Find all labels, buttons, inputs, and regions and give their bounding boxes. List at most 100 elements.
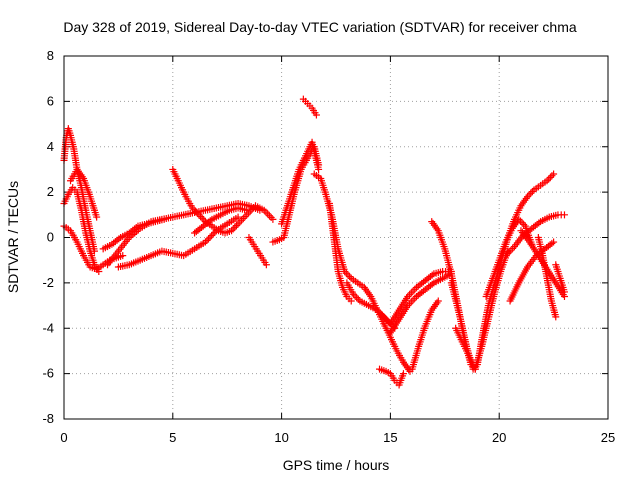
data-point-fill — [545, 175, 553, 183]
data-point — [93, 213, 101, 221]
data-point-fill — [407, 298, 415, 306]
data-point-fill — [546, 173, 554, 181]
data-point-fill — [407, 289, 415, 297]
data-point — [399, 370, 407, 378]
y-tick-label: -6 — [42, 366, 54, 381]
data-point — [201, 238, 209, 246]
series-trace-24 — [482, 215, 536, 300]
data-point — [560, 288, 568, 296]
data-point — [160, 215, 168, 223]
y-tick-label: -4 — [42, 320, 54, 335]
x-tick-label: 5 — [169, 430, 176, 445]
y-tick-label: -8 — [42, 411, 54, 426]
y-tick-label: 4 — [47, 139, 54, 154]
data-point-fill — [205, 235, 213, 243]
data-point-fill — [206, 233, 214, 241]
data-point-fill — [229, 225, 237, 233]
data-point-fill — [409, 296, 417, 304]
data-point-fill — [342, 269, 350, 277]
y-tick-label: 6 — [47, 93, 54, 108]
series-trace-18 — [378, 268, 455, 328]
data-point-fill — [520, 220, 528, 228]
data-point-fill — [516, 217, 524, 225]
data-points — [60, 95, 568, 389]
data-point-fill — [411, 285, 419, 293]
data-point — [341, 268, 349, 276]
data-point — [550, 170, 558, 178]
data-point-fill — [411, 294, 419, 302]
data-point-fill — [527, 189, 535, 197]
series-trace-25 — [502, 211, 568, 260]
data-point-fill — [200, 216, 208, 224]
data-point — [269, 215, 277, 223]
series-trace-4 — [67, 165, 101, 221]
data-point-fill — [525, 191, 533, 199]
data-point-fill — [409, 287, 417, 295]
x-tick-label: 0 — [60, 430, 67, 445]
data-point-fill — [203, 236, 211, 244]
data-point-fill — [264, 210, 272, 218]
series-trace-27 — [517, 227, 568, 300]
data-point-fill — [232, 222, 240, 230]
x-axis-label: GPS time / hours — [283, 457, 390, 473]
data-point — [228, 227, 236, 235]
data-point — [195, 211, 203, 219]
data-point-fill — [236, 218, 244, 226]
chart-title: Day 328 of 2019, Sidereal Day-to-day VTE… — [63, 19, 576, 35]
x-tick-label: 25 — [601, 430, 615, 445]
data-point-fill — [198, 214, 206, 222]
data-point — [347, 297, 355, 305]
data-point — [515, 215, 523, 223]
data-point-fill — [238, 216, 246, 224]
data-point-fill — [211, 228, 219, 236]
series-trace-28 — [534, 234, 560, 321]
series-trace-2 — [60, 125, 98, 255]
data-point-fill — [354, 295, 362, 303]
data-point — [90, 247, 98, 255]
y-tick-label: 2 — [47, 184, 54, 199]
y-axis-label: SDTVAR / TECUs — [5, 181, 21, 293]
series-trace-10 — [245, 234, 270, 269]
data-point-fill — [192, 207, 200, 215]
data-point-fill — [351, 292, 359, 300]
data-point-fill — [239, 214, 247, 222]
data-point-fill — [231, 223, 239, 231]
x-tick-label: 20 — [492, 430, 506, 445]
series-trace-29 — [552, 261, 568, 296]
axis-ticks: 0 5 10 15 20 25 -8 -6 -4 -2 0 2 4 6 8 — [42, 48, 615, 445]
y-tick-label: 8 — [47, 48, 54, 63]
data-point-fill — [528, 188, 536, 196]
data-point-fill — [241, 213, 249, 221]
data-point — [552, 313, 560, 321]
y-tick-label: -2 — [42, 275, 54, 290]
plot-frame — [63, 55, 609, 420]
series-trace-8 — [169, 165, 277, 237]
series-trace-13 — [299, 95, 320, 119]
data-point-fill — [208, 232, 216, 240]
data-point — [312, 111, 320, 119]
data-point-fill — [265, 212, 273, 220]
series-trace-9 — [191, 204, 251, 237]
data-point — [550, 238, 558, 246]
data-point — [543, 177, 551, 185]
series-trace-20 — [408, 297, 442, 373]
data-point — [315, 165, 323, 173]
data-point-fill — [209, 230, 217, 238]
data-point-fill — [346, 273, 354, 281]
data-point-fill — [548, 172, 556, 180]
data-point — [349, 290, 357, 298]
series-trace-3 — [60, 222, 127, 273]
data-point — [523, 193, 531, 201]
series-trace-17 — [376, 365, 407, 389]
data-point — [434, 297, 442, 305]
series-trace-6 — [114, 213, 242, 271]
data-point — [119, 252, 127, 260]
series-trace-19 — [386, 270, 455, 337]
data-point-fill — [344, 271, 352, 279]
data-point-fill — [518, 219, 526, 227]
data-point — [188, 204, 196, 212]
data-point-fill — [353, 294, 361, 302]
y-tick-label: 0 — [47, 230, 54, 245]
series-trace-7 — [99, 215, 168, 253]
